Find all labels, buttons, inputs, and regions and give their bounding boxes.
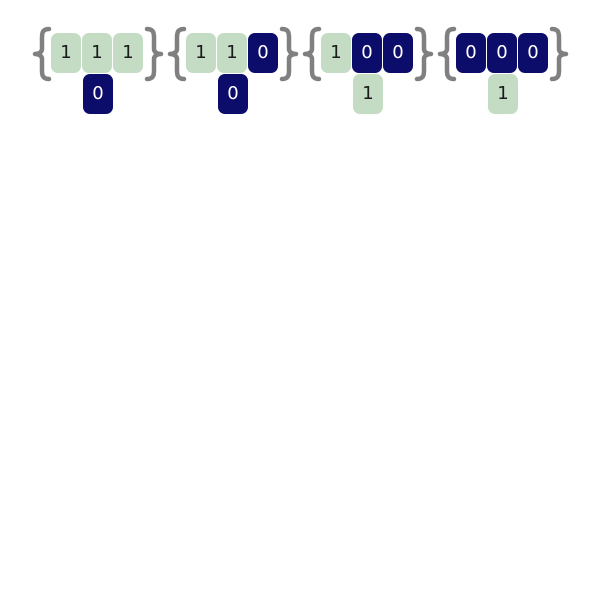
right-brace	[414, 26, 434, 82]
left-brace	[437, 26, 457, 82]
left-brace	[32, 26, 52, 82]
right-brace	[279, 26, 299, 82]
set-cell: 0	[352, 33, 382, 73]
below-cell: 0	[218, 74, 248, 114]
below-cell: 0	[83, 74, 113, 114]
set-cell: 1	[113, 33, 143, 73]
set-cell: 0	[487, 33, 517, 73]
right-brace	[549, 26, 569, 82]
right-brace	[144, 26, 164, 82]
set-cell: 1	[82, 33, 112, 73]
left-brace	[302, 26, 322, 82]
set-cell: 1	[186, 33, 216, 73]
set-cell: 1	[217, 33, 247, 73]
set-cell: 0	[248, 33, 278, 73]
below-cell: 1	[488, 74, 518, 114]
left-brace	[167, 26, 187, 82]
set-cell: 0	[518, 33, 548, 73]
set-cell: 1	[321, 33, 351, 73]
set-cell: 0	[383, 33, 413, 73]
below-cell: 1	[353, 74, 383, 114]
set-cell: 1	[51, 33, 81, 73]
set-cell: 0	[456, 33, 486, 73]
